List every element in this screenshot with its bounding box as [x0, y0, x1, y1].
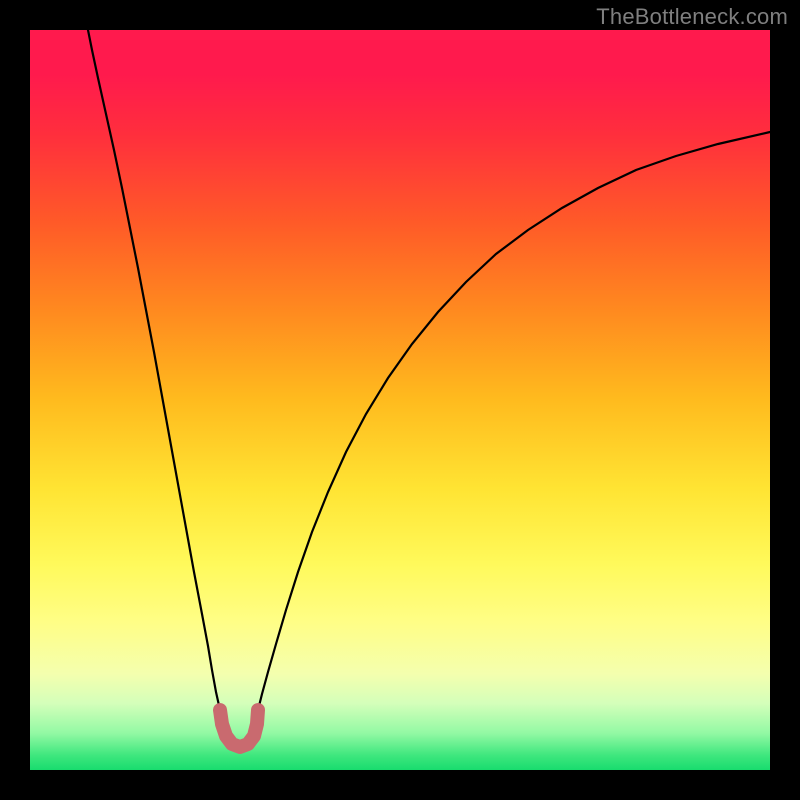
watermark-text: TheBottleneck.com [596, 4, 788, 30]
valley-marker-path [220, 710, 258, 747]
curve-right-branch [258, 132, 770, 710]
curve-left-branch [88, 30, 220, 710]
curve-group [88, 30, 770, 710]
chart-stage: TheBottleneck.com [0, 0, 800, 800]
valley-marker [220, 710, 258, 747]
curve-overlay [0, 0, 800, 800]
